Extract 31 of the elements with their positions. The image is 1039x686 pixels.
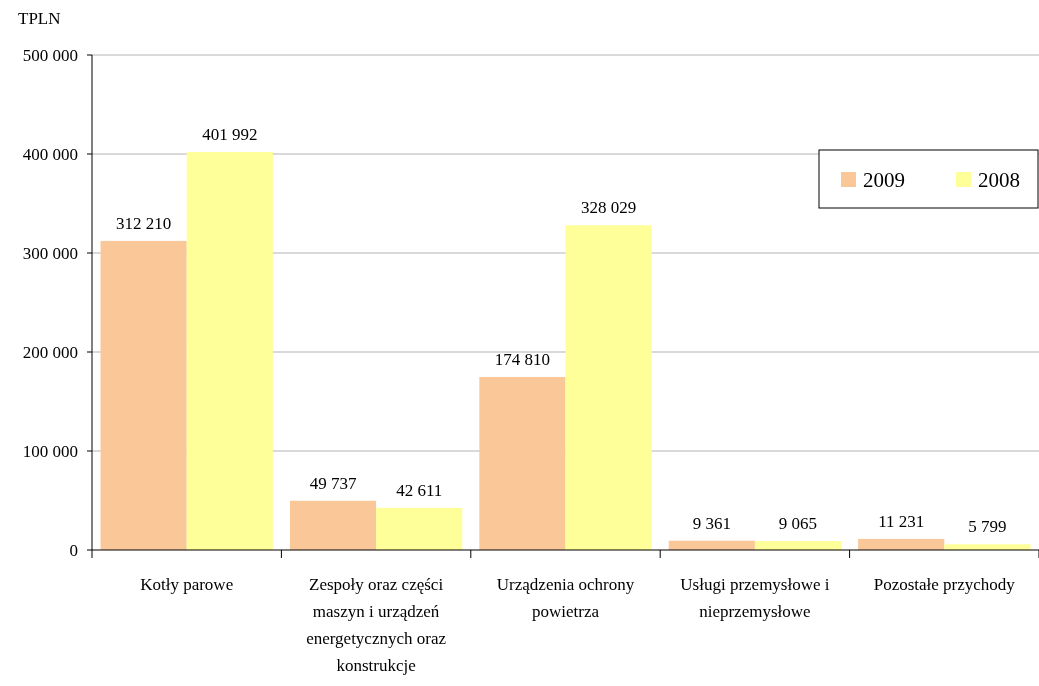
y-tick-label: 100 000 <box>22 441 78 461</box>
data-label: 49 737 <box>309 473 357 493</box>
data-label: 9 361 <box>692 513 731 533</box>
x-tick-label: Usługi przemysłowe i nieprzemysłowe <box>680 575 830 621</box>
bar <box>289 500 377 550</box>
y-tick-label: 200 000 <box>22 342 78 362</box>
bar <box>186 152 273 550</box>
data-label: 5 799 <box>968 517 1007 537</box>
bar <box>100 240 187 550</box>
bar <box>565 225 652 550</box>
y-tick-label: 500 000 <box>22 45 78 65</box>
data-label: 312 210 <box>115 213 172 233</box>
x-tick-label: Pozostałe przychody <box>873 575 1016 594</box>
data-label: 11 231 <box>878 511 925 531</box>
y-tick-label: 400 000 <box>22 144 78 164</box>
x-tick-label: Kotły parowe <box>140 575 234 594</box>
y-axis-title: TPLN <box>18 9 61 28</box>
y-tick-label: 0 <box>69 540 78 560</box>
data-label: 328 029 <box>580 198 637 218</box>
data-label: 42 611 <box>396 480 443 500</box>
data-label: 401 992 <box>202 125 258 145</box>
bar <box>376 507 463 550</box>
data-label: 9 065 <box>778 514 818 534</box>
legend-label: 2009 <box>863 168 905 192</box>
bar <box>479 376 566 550</box>
data-label: 174 810 <box>494 349 551 369</box>
y-tick-label: 300 000 <box>22 243 78 263</box>
legend-label: 2008 <box>978 168 1020 192</box>
bar <box>858 538 945 550</box>
x-tick-label: Urządzenia ochrony powietrza <box>496 575 635 621</box>
x-tick-label: Zespoły oraz części maszyn i urządzeń energetycznych oraz konstrukcje <box>306 575 447 675</box>
